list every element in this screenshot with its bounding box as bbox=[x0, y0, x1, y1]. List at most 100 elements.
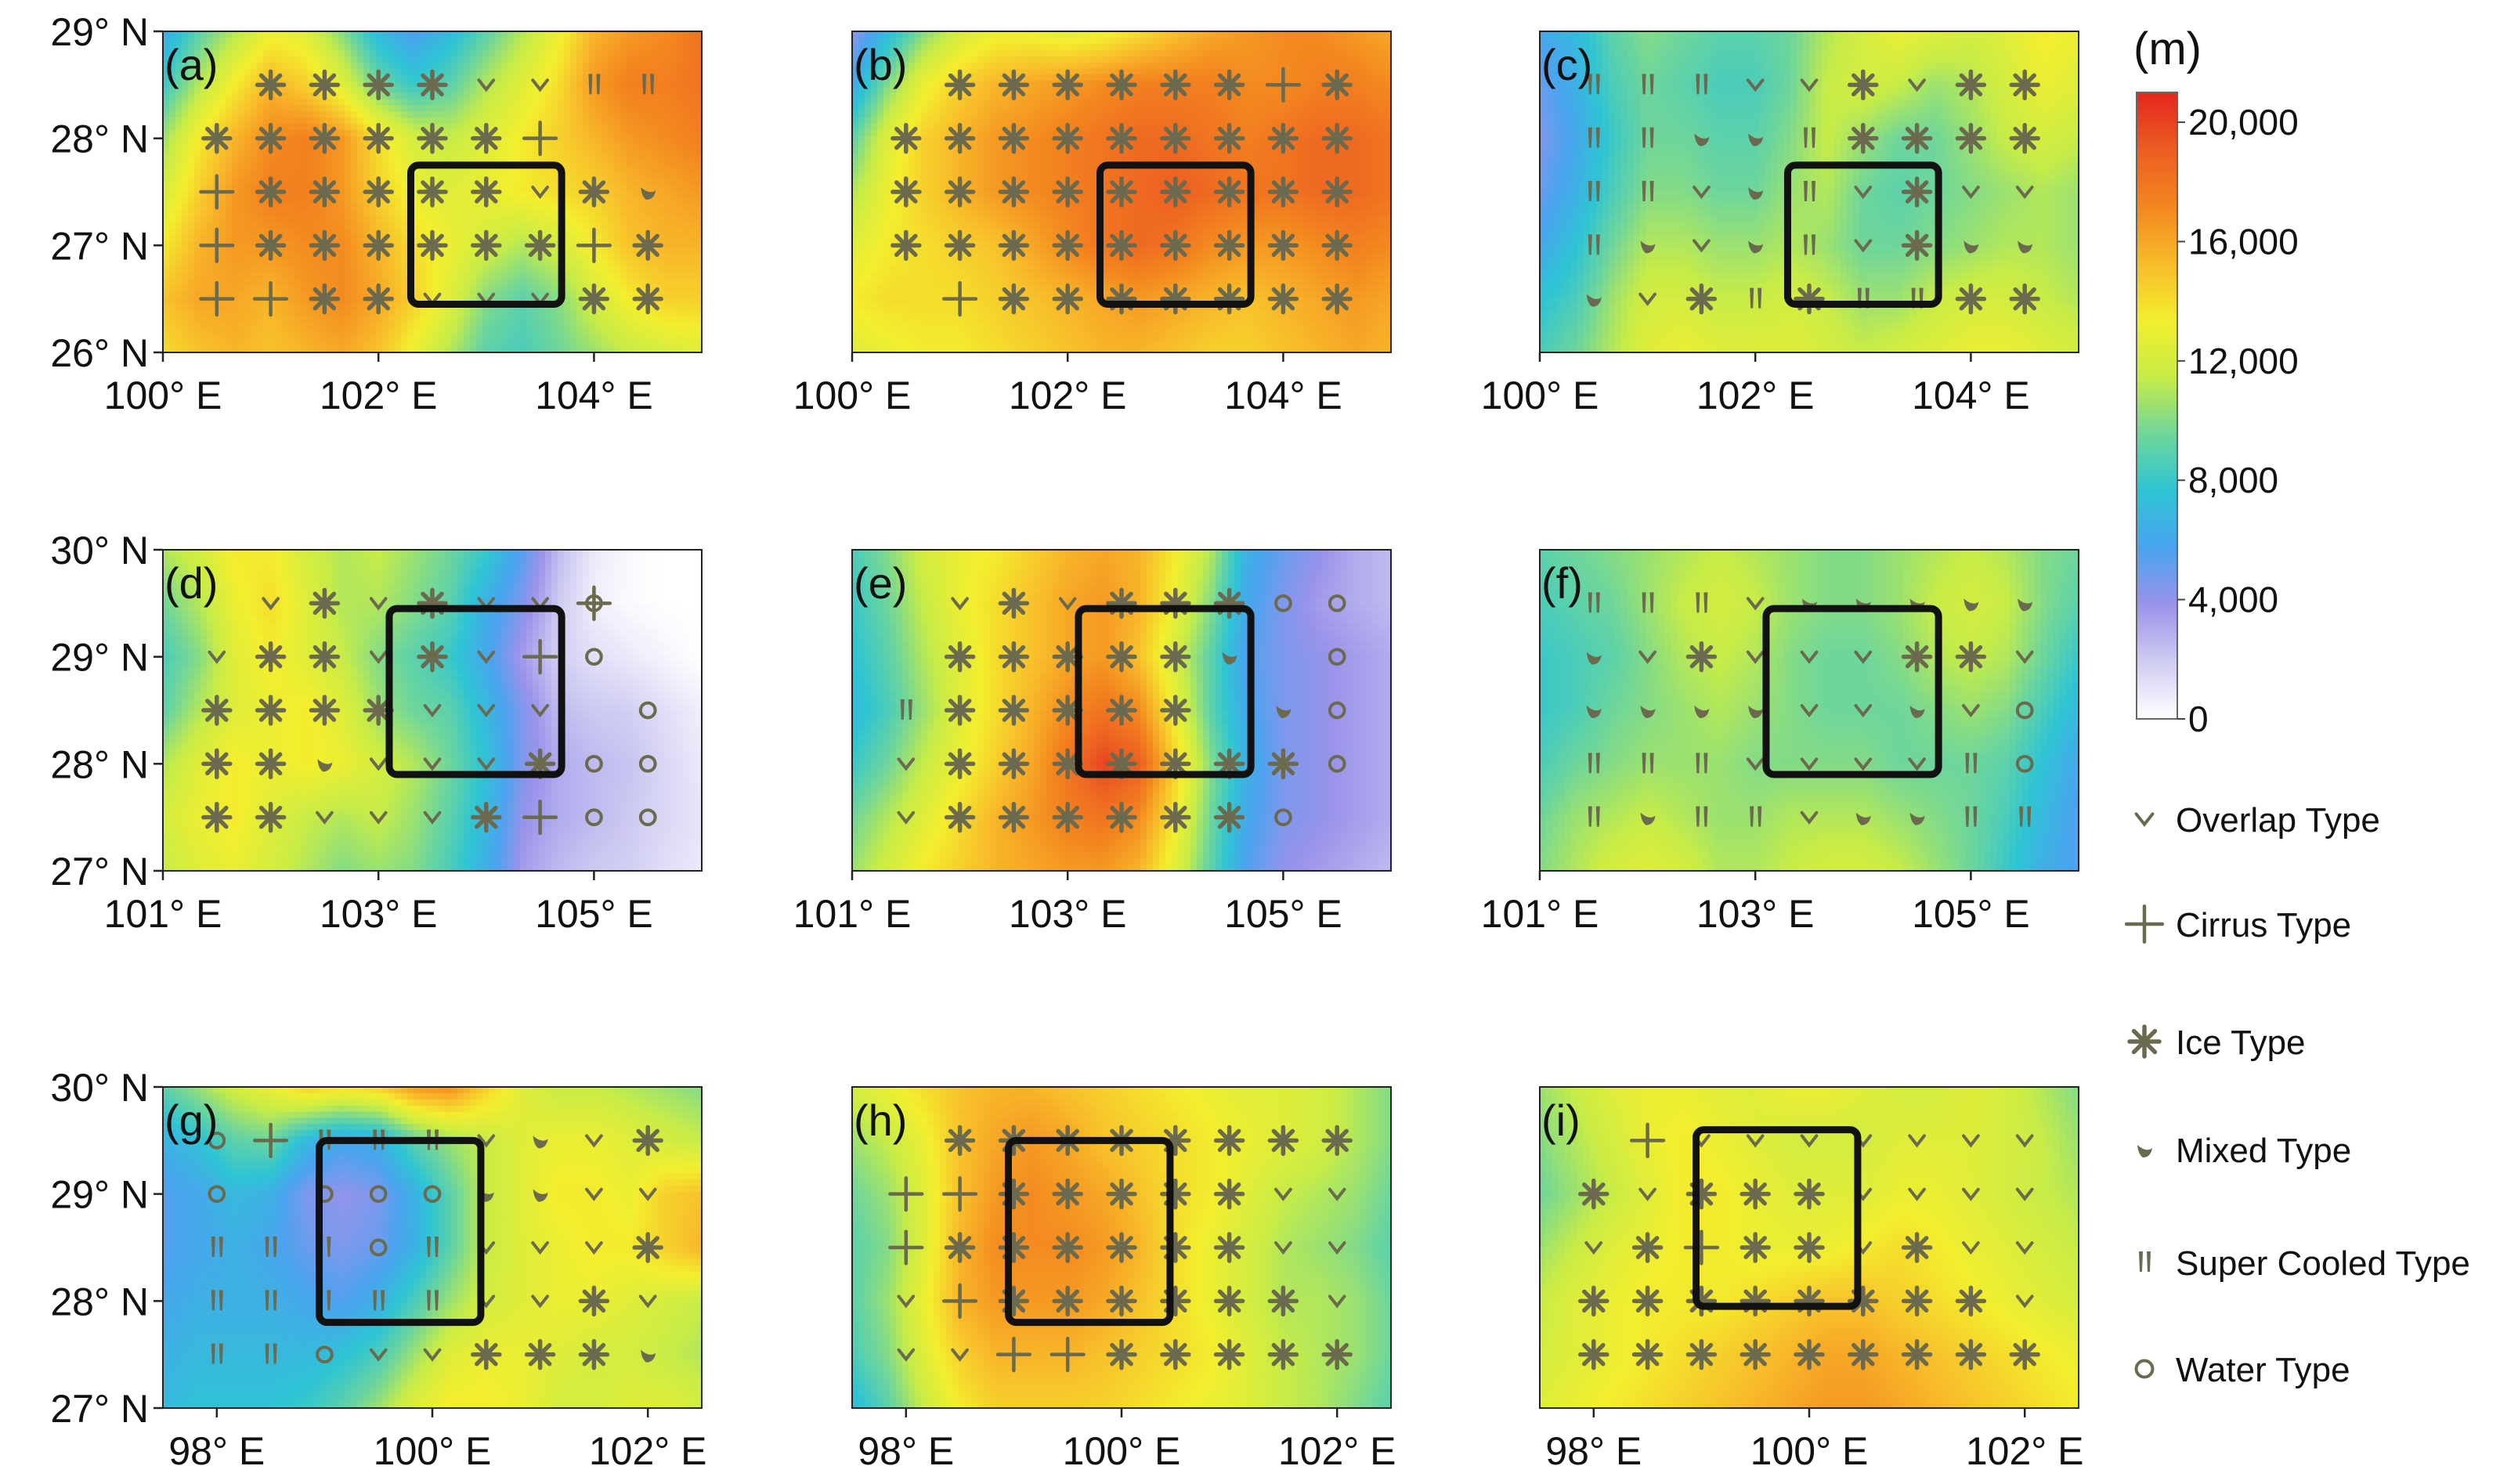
legend-item: Ice Type bbox=[2127, 1024, 2306, 1062]
x-tick-label: 103° E bbox=[1009, 892, 1127, 936]
marker-overlap bbox=[423, 1348, 442, 1362]
marker-overlap bbox=[423, 811, 442, 825]
marker-water bbox=[585, 754, 603, 773]
marker-mixed bbox=[1694, 133, 1710, 146]
marker-ice bbox=[998, 1178, 1030, 1210]
marker-ice bbox=[1267, 176, 1299, 208]
marker-ice bbox=[309, 695, 341, 726]
panel-h: (h) 98° E 100° E 102° E bbox=[851, 1086, 1396, 1473]
marker-overlap bbox=[1962, 186, 1980, 200]
axes-frame bbox=[162, 31, 703, 353]
marker-overlap bbox=[531, 1294, 549, 1309]
colorbar: (m) 20,000 16,000 12,000 8,000 4,000 0 bbox=[2133, 23, 2299, 739]
y-tick-label: 30° N bbox=[50, 1066, 149, 1110]
x-tick-label: 100° E bbox=[1481, 374, 1599, 417]
panel-d: (d) 101° E 103° E 105° E 27° N 28° N 29° N 30° … bbox=[50, 529, 703, 936]
marker-mixed bbox=[1586, 706, 1602, 718]
marker-cirrus bbox=[941, 1283, 978, 1319]
marker-overlap bbox=[951, 1348, 969, 1362]
marker-supercooled bbox=[1696, 592, 1708, 613]
marker-ice bbox=[1160, 283, 1191, 315]
marker-ice bbox=[1213, 1125, 1245, 1157]
colorbar-tick-label: 0 bbox=[2188, 699, 2209, 739]
marker-ice bbox=[1321, 1338, 1353, 1370]
y-tick-label: 28° N bbox=[50, 117, 149, 161]
marker-mixed bbox=[1909, 812, 1925, 825]
marker-ice bbox=[363, 122, 394, 154]
marker-supercooled bbox=[642, 74, 655, 95]
marker-ice bbox=[1901, 1285, 1933, 1317]
marker-mixed bbox=[1640, 240, 1656, 254]
marker-mixed bbox=[641, 1349, 656, 1363]
legend-item: Cirrus Type bbox=[2124, 904, 2351, 944]
marker-ice bbox=[1052, 283, 1083, 315]
marker-ice bbox=[944, 641, 976, 673]
panel-label: (e) bbox=[854, 558, 907, 608]
panel-g: (g) 98° E 100° E 102° E 27° N 28° N 29° N 30° N bbox=[50, 1066, 706, 1473]
marker-cirrus bbox=[941, 281, 978, 317]
marker-ice bbox=[309, 587, 341, 619]
marker-water bbox=[585, 808, 603, 827]
marker-overlap bbox=[1058, 597, 1077, 611]
marker-supercooled bbox=[588, 74, 601, 95]
marker-overlap bbox=[262, 597, 280, 611]
marker-mixed bbox=[1909, 706, 1925, 718]
marker-cirrus bbox=[199, 174, 235, 210]
marker-ice bbox=[1685, 1285, 1718, 1317]
marker-overlap bbox=[2134, 812, 2155, 827]
marker-cirrus bbox=[941, 1176, 978, 1212]
marker-overlap bbox=[531, 704, 549, 718]
marker-ice bbox=[944, 69, 976, 101]
x-tick-label: 102° E bbox=[589, 1429, 707, 1473]
marker-ice bbox=[1848, 69, 1879, 101]
marker-overlap bbox=[1962, 1241, 1980, 1255]
marker-overlap bbox=[1638, 1187, 1656, 1201]
panel-label: (c) bbox=[1541, 40, 1592, 89]
marker-overlap bbox=[531, 186, 549, 200]
marker-ice bbox=[1267, 748, 1299, 780]
marker-ice bbox=[417, 176, 448, 208]
marker-ice bbox=[1213, 587, 1245, 619]
axes-frame bbox=[162, 549, 703, 872]
panel-b: (b) 100° E 102° E 104° E bbox=[793, 31, 1392, 417]
marker-overlap bbox=[585, 1134, 603, 1148]
marker-ice bbox=[1213, 1285, 1245, 1317]
marker-water bbox=[2015, 754, 2034, 773]
marker-cirrus bbox=[199, 227, 235, 263]
marker-ice bbox=[255, 641, 287, 673]
marker-supercooled bbox=[265, 1290, 277, 1311]
panel-i: (i) 98° E 100° E 102° E bbox=[1539, 1086, 2084, 1473]
colorbar-tick-label: 16,000 bbox=[2188, 221, 2299, 262]
marker-supercooled bbox=[2139, 1251, 2151, 1272]
marker-supercooled bbox=[1588, 592, 1600, 613]
x-tick-label: 102° E bbox=[320, 374, 438, 417]
marker-ice bbox=[1739, 1285, 1771, 1317]
marker-ice bbox=[417, 229, 448, 262]
marker-water bbox=[638, 754, 657, 773]
cloud-type-markers bbox=[897, 587, 1346, 833]
marker-ice bbox=[1267, 229, 1299, 262]
panel-label: (a) bbox=[164, 40, 218, 89]
marker-overlap bbox=[1746, 1134, 1765, 1148]
marker-overlap bbox=[1800, 1134, 1819, 1148]
marker-ice bbox=[1794, 283, 1825, 315]
cloud-type-markers bbox=[1586, 592, 2034, 827]
marker-ice bbox=[255, 695, 287, 726]
marker-ice bbox=[524, 229, 556, 262]
marker-overlap bbox=[423, 757, 442, 771]
legend-item: Mixed Type bbox=[2137, 1132, 2351, 1170]
y-tick-label: 28° N bbox=[50, 742, 149, 786]
legend-label: Super Cooled Type bbox=[2176, 1244, 2470, 1283]
marker-supercooled bbox=[1642, 753, 1654, 774]
marker-ice bbox=[1213, 69, 1245, 101]
study-region-box bbox=[1762, 605, 1942, 778]
y-tick-label: 27° N bbox=[50, 224, 149, 268]
marker-overlap bbox=[1800, 704, 1819, 718]
marker-supercooled bbox=[1588, 806, 1600, 827]
marker-overlap bbox=[531, 78, 549, 92]
marker-water bbox=[638, 701, 657, 720]
marker-mixed bbox=[533, 1189, 548, 1202]
marker-ice bbox=[944, 801, 976, 833]
marker-ice bbox=[1160, 1285, 1191, 1317]
marker-ice bbox=[1160, 1232, 1191, 1263]
